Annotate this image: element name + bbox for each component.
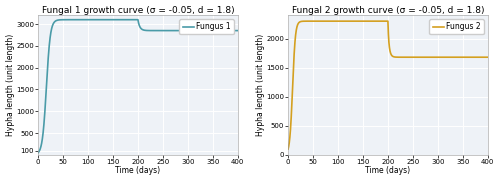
Line: Fungus 2: Fungus 2: [288, 21, 488, 149]
Fungus 1: [165, 30, 171, 32]
Title: Fungal 1 growth curve (σ = -0.05, d = 1.8): Fungal 1 growth curve (σ = -0.05, d = 1.…: [42, 6, 234, 14]
Fungus 1: [155, 30, 161, 32]
Line: Fungus 1: Fungus 1: [38, 20, 238, 153]
Fungus 1: [235, 30, 241, 32]
Y-axis label: Hypha length (unit length): Hypha length (unit length): [256, 34, 264, 136]
Fungus 1: [112, 19, 117, 21]
Fungus 2: [485, 56, 491, 58]
Fungus 2: [450, 56, 456, 58]
Fungus 2: [405, 56, 411, 58]
Fungus 1: [72, 19, 78, 21]
Fungus 2: [434, 56, 440, 58]
Legend: Fungus 1: Fungus 1: [180, 19, 234, 34]
Fungus 2: [415, 56, 421, 58]
Fungus 2: [285, 148, 291, 150]
Fungus 1: [109, 19, 115, 21]
Fungus 1: [184, 30, 190, 32]
X-axis label: Time (days): Time (days): [366, 167, 410, 175]
Title: Fungal 2 growth curve (σ = -0.05, d = 1.8): Fungal 2 growth curve (σ = -0.05, d = 1.…: [292, 6, 484, 14]
Legend: Fungus 2: Fungus 2: [430, 19, 484, 34]
Y-axis label: Hypha length (unit length): Hypha length (unit length): [6, 34, 15, 136]
Fungus 2: [336, 20, 342, 22]
Fungus 2: [322, 20, 328, 22]
Fungus 1: [200, 30, 205, 32]
Fungus 2: [362, 20, 368, 22]
Fungus 1: [35, 152, 41, 154]
X-axis label: Time (days): Time (days): [116, 167, 160, 175]
